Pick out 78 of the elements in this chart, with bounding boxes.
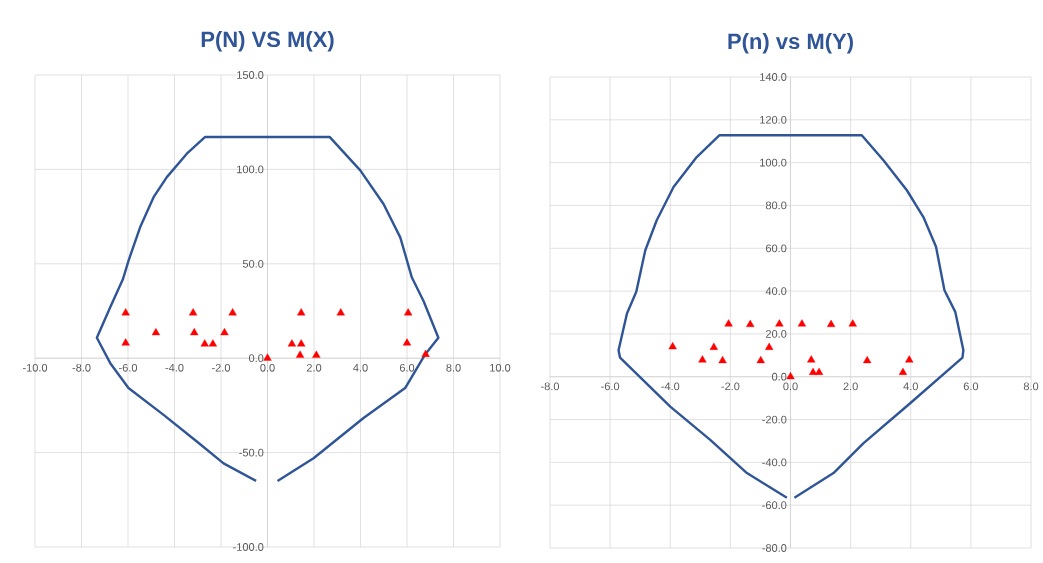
point bbox=[756, 355, 765, 364]
point bbox=[297, 339, 306, 347]
y-tick-label: 150.0 bbox=[237, 71, 264, 79]
point bbox=[724, 319, 733, 327]
point bbox=[336, 308, 345, 316]
x-tick-label: 4.0 bbox=[903, 382, 918, 391]
x-tick-label: 4.0 bbox=[353, 363, 368, 372]
point bbox=[297, 308, 306, 316]
x-tick-label: 2.0 bbox=[306, 363, 322, 372]
point bbox=[421, 349, 430, 357]
y-tick-label: 40.0 bbox=[765, 287, 787, 295]
y-tick-label: 80.0 bbox=[765, 201, 787, 210]
x-tick-label: -2.0 bbox=[212, 363, 231, 372]
point bbox=[827, 319, 836, 327]
point bbox=[698, 355, 707, 363]
x-tick-label: -6.0 bbox=[601, 382, 620, 391]
point bbox=[228, 308, 237, 316]
y-tick-label: 120.0 bbox=[760, 115, 787, 124]
point bbox=[208, 339, 217, 347]
point bbox=[312, 350, 321, 358]
chart-title: P(N) VS M(X) bbox=[201, 30, 334, 52]
point bbox=[121, 308, 130, 316]
x-tick-label: 2.0 bbox=[843, 382, 858, 391]
x-tick-label: -6.0 bbox=[119, 363, 138, 372]
y-tick-label: 60.0 bbox=[766, 244, 787, 253]
point bbox=[863, 355, 872, 364]
y-tick-label: 100.0 bbox=[237, 165, 264, 174]
y-tick-label: 140.0 bbox=[760, 73, 787, 81]
x-tick-label: 10.0 bbox=[490, 363, 511, 372]
point bbox=[709, 342, 718, 350]
x-tick-label: 0.0 bbox=[783, 382, 798, 391]
y-tick-label: 20.0 bbox=[765, 330, 787, 338]
y-tick-label: -80.0 bbox=[762, 544, 787, 552]
point bbox=[898, 367, 908, 375]
x-tick-label: 6.0 bbox=[399, 363, 415, 372]
x-tick-label: -8.0 bbox=[541, 382, 560, 391]
y-tick-label: 0.0 bbox=[771, 372, 787, 381]
y-tick-label: -40.0 bbox=[762, 458, 787, 467]
x-tick-label: 6.0 bbox=[963, 382, 979, 391]
x-tick-label: -2.0 bbox=[721, 382, 740, 391]
line-series bbox=[95, 135, 440, 483]
point bbox=[746, 319, 755, 327]
x-tick-label: 8.0 bbox=[446, 363, 461, 372]
y-tick-label: -100.0 bbox=[233, 543, 264, 551]
x-tick-label: 8.0 bbox=[1023, 382, 1039, 391]
point bbox=[765, 342, 774, 350]
point bbox=[797, 319, 807, 327]
x-tick-label: -8.0 bbox=[72, 363, 91, 372]
point bbox=[718, 355, 727, 364]
x-tick-label: -10.0 bbox=[22, 363, 48, 372]
point bbox=[905, 355, 914, 363]
chart-title: P(n) vs M(Y) bbox=[728, 32, 853, 54]
point bbox=[807, 355, 816, 363]
y-tick-label: -20.0 bbox=[762, 415, 787, 424]
y-tick-label: -60.0 bbox=[762, 501, 787, 510]
y-tick-label: 50.0 bbox=[242, 259, 264, 268]
line-series bbox=[617, 134, 965, 499]
point bbox=[814, 367, 824, 375]
point bbox=[190, 328, 199, 336]
x-tick-label: 0.0 bbox=[260, 363, 275, 372]
point bbox=[775, 319, 784, 327]
point bbox=[189, 308, 198, 316]
y-tick-label: -50.0 bbox=[239, 448, 264, 457]
point bbox=[151, 328, 160, 336]
y-tick-label: 100.0 bbox=[760, 158, 787, 167]
point bbox=[287, 339, 297, 347]
point bbox=[295, 350, 305, 358]
x-tick-label: -4.0 bbox=[661, 382, 680, 391]
point bbox=[668, 342, 677, 350]
point bbox=[848, 319, 857, 327]
point bbox=[200, 339, 209, 347]
point bbox=[220, 328, 229, 336]
point bbox=[121, 338, 130, 346]
x-tick-label: -4.0 bbox=[165, 363, 184, 372]
point bbox=[402, 338, 412, 346]
point bbox=[404, 308, 413, 316]
y-tick-label: 0.0 bbox=[248, 354, 264, 363]
point bbox=[263, 353, 272, 361]
